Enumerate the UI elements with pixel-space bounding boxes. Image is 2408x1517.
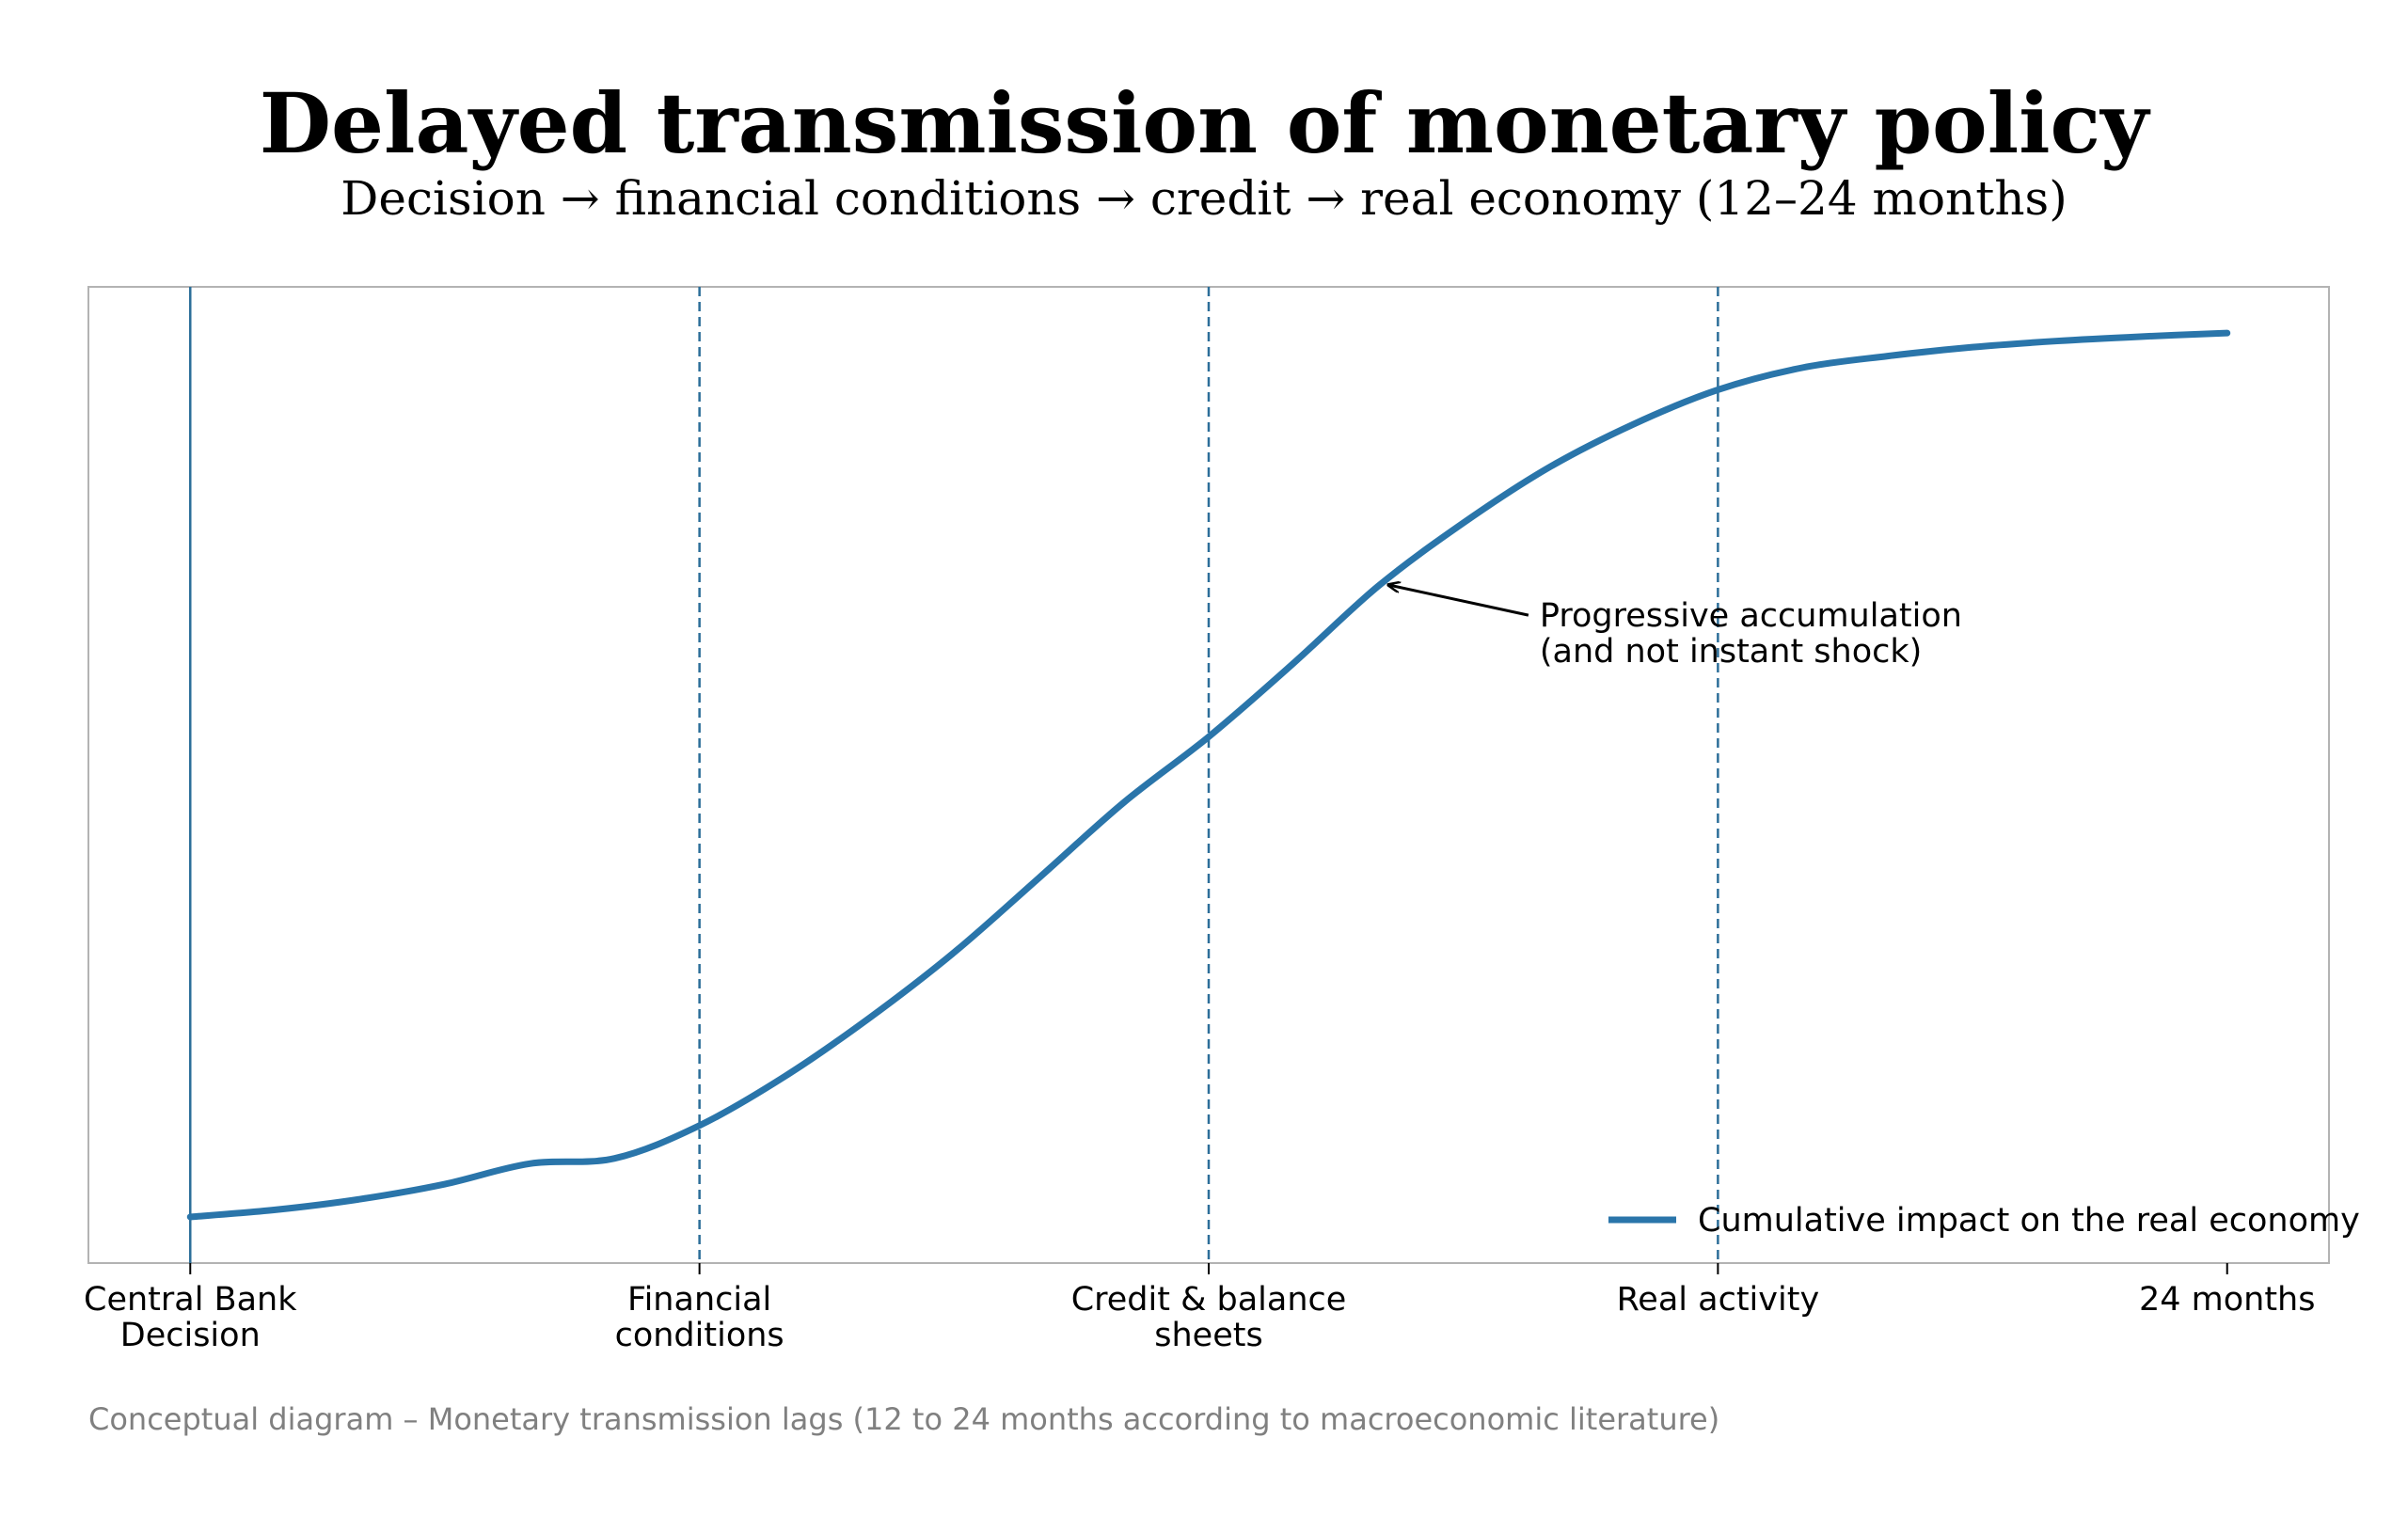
x-tick-label-4-0: 24 months [2139,1281,2316,1319]
x-tick-label-2-1: sheets [1154,1317,1262,1354]
x-tick-label-0-1: Decision [120,1317,261,1354]
x-tick-label-1-1: conditions [615,1317,784,1354]
x-tick-label-0-0: Central Bank [84,1281,297,1319]
x-tick-label-1-0: Financial [627,1281,771,1319]
annotation-arrow [1388,585,1529,617]
legend: Cumulative impact on the real economy [1608,1202,2360,1240]
series-line-0 [186,329,2231,1221]
vertical-markers [189,287,1719,1263]
annotation-line-2: (and not instant shock) [1540,633,1922,671]
annotation: Progressive accumulation (and not instan… [1388,585,1962,671]
x-tick-label-2-0: Credit & balance [1071,1281,1347,1319]
series-layer [186,329,2231,1221]
x-tick-label-3-0: Real activity [1617,1281,1820,1319]
annotation-line-1: Progressive accumulation [1540,597,1962,635]
legend-label: Cumulative impact on the real economy [1698,1202,2360,1240]
chart-subtitle: Decision → financial conditions → credit… [341,171,2067,226]
chart-title: Delayed transmission of monetary policy [260,74,2151,172]
footnote: Conceptual diagram – Monetary transmissi… [88,1401,1719,1437]
